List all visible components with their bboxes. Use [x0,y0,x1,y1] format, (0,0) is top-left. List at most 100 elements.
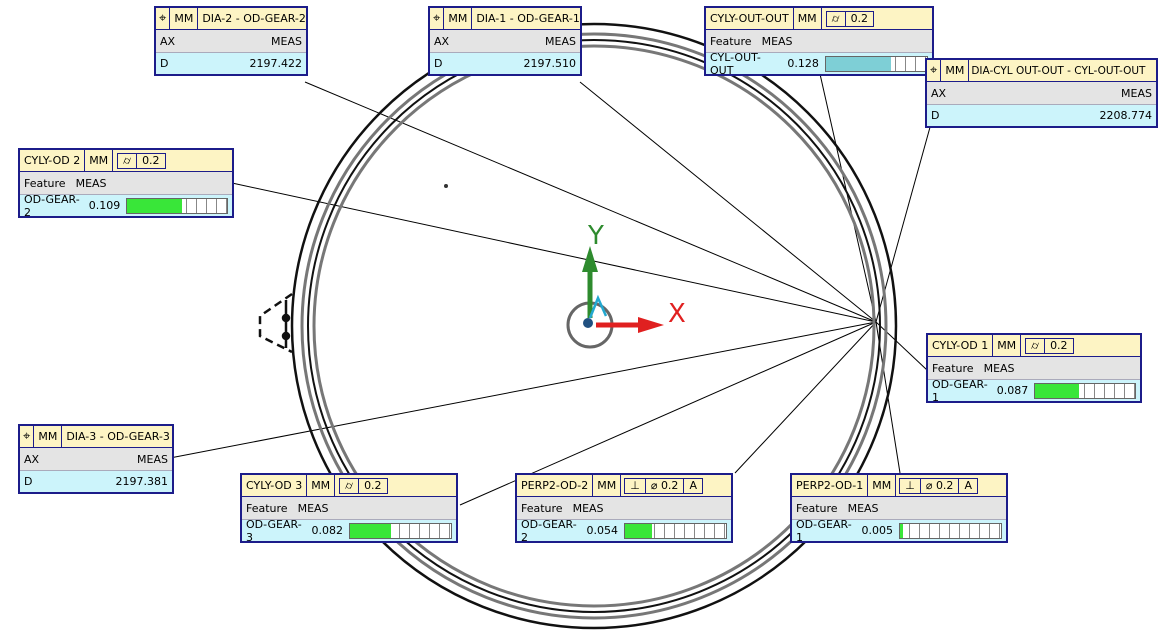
cylindricity-icon: ⌭ [118,153,138,168]
tolerance-frame: ⊥ ⌀ 0.2 A [624,477,703,494]
meas-label: MEAS [271,34,302,48]
value-row: D 2197.422 [156,52,306,74]
z-indicator [588,294,608,319]
meas-label: MEAS [983,361,1015,375]
axis-row: AX MEAS [156,30,306,52]
dia1-callout[interactable]: ⌖ MM DIA-1 - OD-GEAR-1 AX MEAS D 2197.510 [428,6,582,76]
callout-title: CYLY-OD 1 [928,335,994,356]
meas-label: MEAS [297,501,329,515]
ax-label: AX [160,34,176,48]
callout-header: CYLY-OD 1 MM ⌭ 0.2 [928,335,1140,357]
tolerance-frame: ⌭ 0.2 [825,10,875,27]
feature-label: Feature [24,176,66,190]
deviation-fill [127,198,182,213]
feature-label: Feature [246,501,288,515]
measurement-row: OD-GEAR-1 0.005 [792,517,1006,544]
unit-label: MM [85,150,114,171]
callout-header: CYLY-OD 3 MM ⌭ 0.2 [242,475,456,497]
callout-header: ⌖ MM DIA-2 - OD-GEAR-2 [156,8,306,30]
tolerance-frame: ⌭ 0.2 [1025,337,1074,354]
feature-row: Feature MEAS [792,497,1006,519]
diameter-icon: ⌀ 0.2 [921,478,960,493]
cyly-od3-callout[interactable]: CYLY-OD 3 MM ⌭ 0.2 Feature MEAS OD-GEAR-3 … [240,473,458,544]
unit-label: MM [444,8,473,29]
axis-row: AX MEAS [927,82,1156,104]
deviation-bar [1034,382,1136,399]
value-row: D 2197.381 [20,470,172,492]
measurement-row: OD-GEAR-2 0.054 [517,517,731,544]
measurement-row: OD-GEAR-1 0.087 [928,378,1140,404]
position-icon: ⌖ [20,426,35,447]
ax-label: AX [24,452,40,466]
feature-name: OD-GEAR-2 [24,192,80,219]
cyly-od2-callout[interactable]: CYLY-OD 2 MM ⌭ 0.2 Feature MEAS OD-GEAR-2 … [18,148,234,219]
position-icon: ⌖ [156,8,171,29]
cyly-od1-callout[interactable]: CYLY-OD 1 MM ⌭ 0.2 Feature MEAS OD-GEAR-1 … [926,333,1142,404]
d-label: D [434,57,443,70]
measured-value: 0.005 [861,524,894,537]
callout-title: PERP2-OD-2 [517,475,594,496]
callout-header: ⌖ MM DIA-CYL OUT-OUT - CYL-OUT-OUT [927,60,1156,82]
tolerance-frame: ⊥ ⌀ 0.2 A [899,477,978,494]
callout-title: DIA-3 - OD-GEAR-3 [66,430,170,443]
feature-name: OD-GEAR-2 [521,517,577,544]
feature-row: Feature MEAS [242,497,456,519]
callout-title: CYLY-OUT-OUT [706,8,794,29]
deviation-bar [126,197,228,214]
callout-header: PERP2-OD-2 MM ⊥ ⌀ 0.2 A [517,475,731,497]
tolerance-frame: ⌭ 0.2 [117,152,166,169]
measured-value: 0.128 [787,57,819,70]
d-label: D [931,109,940,122]
cylindricity-icon: ⌭ [827,11,846,26]
tolerance-value: 0.2 [364,479,382,492]
feature-row: Feature MEAS [517,497,731,519]
datum-label: A [964,479,972,492]
dia3-callout[interactable]: ⌖ MM DIA-3 - OD-GEAR-3 AX MEAS D 2197.381 [18,424,174,494]
x-arrowhead [638,317,664,333]
callout-header: CYLY-OD 2 MM ⌭ 0.2 [20,150,232,172]
deviation-bar [349,522,452,539]
ax-label: AX [931,86,947,100]
side-feature [258,292,293,354]
deviation-bar [624,522,727,539]
feature-label: Feature [932,361,974,375]
callout-header: ⌖ MM DIA-3 - OD-GEAR-3 [20,426,172,448]
feature-row: Feature MEAS [706,30,932,52]
feature-label: Feature [710,34,752,48]
ax-label: AX [434,34,450,48]
measurement-row: OD-GEAR-3 0.082 [242,518,456,544]
deviation-bar [824,55,928,72]
callout-title: CYLY-OD 2 [20,150,86,171]
axis-triad: Y X [566,221,686,349]
dia-cyl-callout[interactable]: ⌖ MM DIA-CYL OUT-OUT - CYL-OUT-OUT AX MEA… [925,58,1158,128]
measured-value: 0.087 [996,384,1029,397]
perp2-od1-callout[interactable]: PERP2-OD-1 MM ⊥ ⌀ 0.2 A Feature MEAS OD-GEA… [790,473,1008,544]
y-arrowhead [582,246,598,272]
feature-label: Feature [796,501,838,515]
perp2-od2-callout[interactable]: PERP2-OD-2 MM ⊥ ⌀ 0.2 A Feature MEAS OD-GEA… [515,473,733,544]
unit-label: MM [993,335,1022,356]
tolerance-value: 0.2 [850,12,869,25]
unit-label: MM [170,8,199,29]
callout-title: CYLY-OD 3 [242,475,308,496]
cyl-out-callout[interactable]: CYLY-OUT-OUT MM ⌭ 0.2 Feature MEAS CYL-OUT… [704,6,934,77]
deviation-fill [900,523,903,538]
value-row: D 2208.774 [927,104,1156,126]
datum-label: A [689,479,697,492]
feature-name: OD-GEAR-1 [796,517,852,544]
meas-label: MEAS [847,501,879,515]
dia2-callout[interactable]: ⌖ MM DIA-2 - OD-GEAR-2 AX MEAS D 2197.422 [154,6,308,76]
axis-row: AX MEAS [20,448,172,470]
deviation-fill [625,523,653,538]
origin-dot [583,318,593,328]
deviation-fill [825,56,891,71]
callout-header: ⌖ MM DIA-1 - OD-GEAR-1 [430,8,580,30]
cylindricity-icon: ⌭ [1026,338,1046,353]
tolerance-value: 0.2 [1050,339,1068,352]
measured-value: 2208.774 [1099,109,1153,122]
axis-row: AX MEAS [430,30,580,52]
callout-title: DIA-CYL OUT-OUT - CYL-OUT-OUT [971,64,1146,77]
d-label: D [160,57,169,70]
deviation-fill [350,523,392,538]
